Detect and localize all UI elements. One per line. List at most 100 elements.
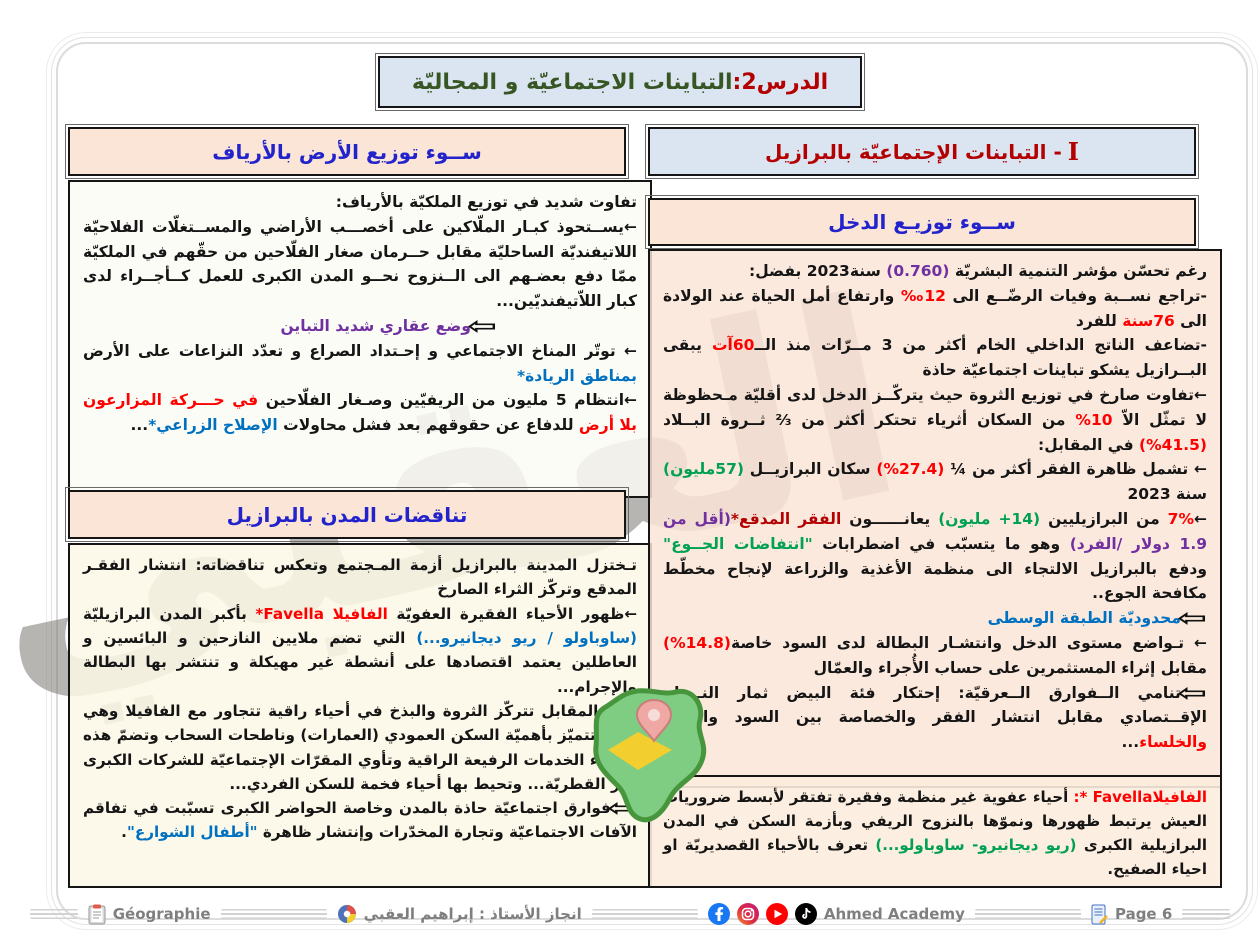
text-segment: 12‰	[899, 286, 946, 305]
lesson-title: الدرس2: التباينات الاجتماعيّة و المجاليّ…	[375, 53, 865, 111]
arrow-note-paragraph: فوارق اجتماعيّة حاذة بالمدن وخاصة الحواض…	[83, 796, 637, 845]
text-segment: ←يســتحوذ كبـار الملّاكين على أخصـــب ال…	[83, 217, 637, 311]
paragraph: رغم تحسّن مؤشر التنمية البشريّة (0.760) …	[663, 259, 1207, 284]
text-segment: .	[121, 823, 127, 842]
paragraph: ←تفاوت صارخ في توزيع الثروة حيث يتركّــز…	[663, 383, 1207, 457]
paragraph: ←7% من البرازيليين (14+ مليون) يعانـــــ…	[663, 507, 1207, 606]
text-segment: -تضاعف الناتج الداخلي الخام أكثر من 3 مـ…	[754, 336, 1207, 355]
income-distribution-header: ســوء توزيـع الدخل	[645, 195, 1199, 249]
text-segment: ← تشمل ظاهرة الفقر أكثر من ¼	[944, 460, 1207, 479]
divider	[974, 909, 1081, 919]
text-segment: "انتفاضات الجــوع"	[663, 534, 813, 553]
clipboard-icon	[88, 904, 106, 924]
text-segment: ←انتظام 5 مليون من الريفيّين وصـغار الفل…	[258, 391, 638, 410]
subject-label: Géographie	[88, 904, 211, 925]
land-distribution-box: تفاوت شديد في توزيع الملكيّة بالأرياف: ←ي…	[68, 180, 652, 498]
text-segment: ←ظهور الأحياء الفقيرة العفويّة	[387, 604, 637, 623]
text-segment: بمناطق الريادة*	[517, 366, 637, 385]
text-segment: للدفاع عن حقوقهم بعد فشل محاولات	[277, 416, 579, 435]
text-segment: (27.4%)	[876, 460, 945, 479]
lesson-title-text: التباينات الاجتماعيّة و المجاليّة	[411, 69, 733, 95]
page-number: Page 6	[1091, 904, 1172, 925]
text-segment: وضع عقاري شديد التباين	[280, 316, 471, 335]
text-segment: رغم تحسّن مؤشر التنمية البشريّة	[949, 262, 1207, 280]
paragraph: -تضاعف الناتج الداخلي الخام أكثر من 3 مـ…	[663, 333, 1207, 383]
block-arrow-icon	[1177, 606, 1207, 630]
text-segment: ...	[1121, 733, 1140, 752]
arrow-note-paragraph: وضع عقاري شديد التباين	[83, 314, 497, 339]
text-segment: تعرف بالأحياء القصديريّة او احياء الصفيح…	[663, 836, 1207, 878]
text-segment: سنة2023 بفضل:	[749, 262, 887, 280]
text-segment: محدوديّة الطبقة الوسطى	[987, 609, 1181, 628]
arrow-note-paragraph: محدوديّة الطبقة الوسطى	[663, 606, 1207, 631]
arrow-note-paragraph: تنامي الــفوارق الــعرقيّة: إحتكار فئة ا…	[663, 681, 1207, 755]
text-segment: من البرازيليين	[1040, 509, 1168, 528]
text-segment: (ساوباولو / ريو ديجانيرو...)	[416, 628, 638, 647]
text-segment: -في المقابل تتركّز الثروة والبذخ في أحيا…	[83, 701, 637, 793]
section1-numeral: I	[1067, 137, 1079, 166]
text-segment: 7%	[1167, 509, 1194, 528]
text-segment: في حـــركة المزارعون بلا أرض	[83, 391, 637, 435]
text-segment: -تراجع نســبة وفيات الرضّــع الى	[945, 286, 1207, 305]
text-segment: (0.760)	[886, 262, 950, 280]
text-segment: الفقر المدقع*	[730, 509, 842, 528]
block-arrow-icon	[607, 796, 637, 820]
cities-contradictions-header: تناقضات المدن بالبرازيل	[65, 487, 629, 542]
paragraph: ← تشمل ظاهرة الفقر أكثر من ¼ (27.4%) سكا…	[663, 457, 1207, 507]
text-segment: وهو ما يتسبّب في اضطرابات	[812, 534, 1070, 553]
text-segment: (أقل من 1.9 دولار /الفرد)	[663, 509, 1207, 553]
paragraph: -تراجع نســبة وفيات الرضّــع الى 12‰ وار…	[663, 284, 1207, 334]
text-segment: في المقابل:	[1038, 435, 1140, 454]
text-segment: (14.8%)	[663, 633, 731, 652]
divider	[591, 909, 698, 919]
paragraph: تفاوت شديد في توزيع الملكيّة بالأرياف:	[83, 190, 637, 215]
text-segment: 60آت	[711, 336, 755, 355]
instagram-icon[interactable]	[736, 903, 759, 925]
text-segment: (ريو ديجانيرو- ساوباولو...)	[875, 836, 1077, 854]
text-segment: يبقى البــرازيل يشكو تباينات اجتماعيّة ح…	[663, 336, 1207, 380]
block-arrow-icon	[1177, 681, 1207, 705]
page-icon	[1091, 904, 1108, 924]
text-segment: تـختزل المدينة بالبرازيل أزمة المـجتمع و…	[83, 556, 637, 599]
text-segment: التي تضم ملايين النازحين و البائسين و ال…	[83, 628, 637, 696]
divider	[220, 909, 327, 919]
paragraph: ←يســتحوذ كبـار الملّاكين على أخصـــب ال…	[83, 215, 637, 314]
text-segment: ←تفاوت صارخ في توزيع الثروة حيث يتركّــز…	[663, 385, 1207, 429]
academy-logo-icon	[337, 905, 356, 923]
youtube-icon[interactable]	[765, 903, 788, 925]
paragraph: تـختزل المدينة بالبرازيل أزمة المـجتمع و…	[83, 553, 637, 602]
section1-header: I - التباينات الإجتماعيّة بالبرازيل	[645, 124, 1199, 179]
text-segment: سنة 2023	[1127, 485, 1207, 504]
text-segment: من السكان أثرياء تحتكر أكثر من ⅔ ثــروة …	[663, 410, 1076, 429]
paragraph: ← توتّر المناخ الاجتماعي و إحـتداد الصرا…	[83, 339, 637, 389]
text-segment: ← تـواضع مستوى الدخل وانتشـار البطالة لد…	[730, 633, 1207, 652]
land-distribution-header: ســوء توزيع الأرض بالأرياف	[65, 124, 629, 179]
text-segment: ودفع بالبرازيل الالتجاء الى منظمة الأغذي…	[663, 559, 1207, 603]
text-segment: 10%	[1075, 410, 1113, 429]
text-segment: سكان البرازيــل	[743, 460, 877, 479]
text-segment: (57مليون)	[663, 460, 744, 479]
text-segment: للفرد	[1075, 311, 1123, 330]
text-segment: تفاوت شديد في توزيع الملكيّة بالأرياف:	[335, 193, 637, 211]
facebook-icon[interactable]	[707, 903, 730, 925]
paragraph: -في المقابل تتركّز الثروة والبذخ في أحيا…	[83, 699, 637, 796]
lesson-number: الدرس2:	[732, 69, 829, 95]
divider	[30, 909, 78, 919]
text-segment: وارتفاع أمل الحياة عند الولادة الى	[663, 286, 1207, 330]
text-segment: بأكبر المدن البرازيليّة	[83, 604, 256, 623]
text-segment: (41.5%)	[1139, 435, 1207, 454]
academy-social: Ahmed Academy	[707, 903, 965, 925]
text-segment: يعانــــــون	[841, 509, 939, 528]
paragraph: ←ظهور الأحياء الفقيرة العفويّة الفافيلا …	[83, 602, 637, 699]
section1-title: - التباينات الإجتماعيّة بالبرازيل	[765, 139, 1062, 164]
text-segment: مقابل إثراء المستثمرين على حساب الأُجراء…	[813, 658, 1207, 677]
cities-contradictions-box: تـختزل المدينة بالبرازيل أزمة المـجتمع و…	[68, 543, 652, 888]
footer: Géographie انجاز الأستاذ : إبراهيم العقب…	[20, 898, 1240, 930]
paragraph: ←انتظام 5 مليون من الريفيّين وصـغار الفل…	[83, 388, 637, 438]
favella-definition-box: الفافيلاFavella *: أحياء عفوية غير منظمة…	[648, 775, 1222, 888]
income-distribution-box: رغم تحسّن مؤشر التنمية البشريّة (0.760) …	[648, 249, 1222, 788]
text-segment: (14+ مليون)	[938, 509, 1041, 528]
text-segment: والخلساء	[1139, 733, 1207, 752]
tiktok-icon[interactable]	[794, 903, 817, 925]
